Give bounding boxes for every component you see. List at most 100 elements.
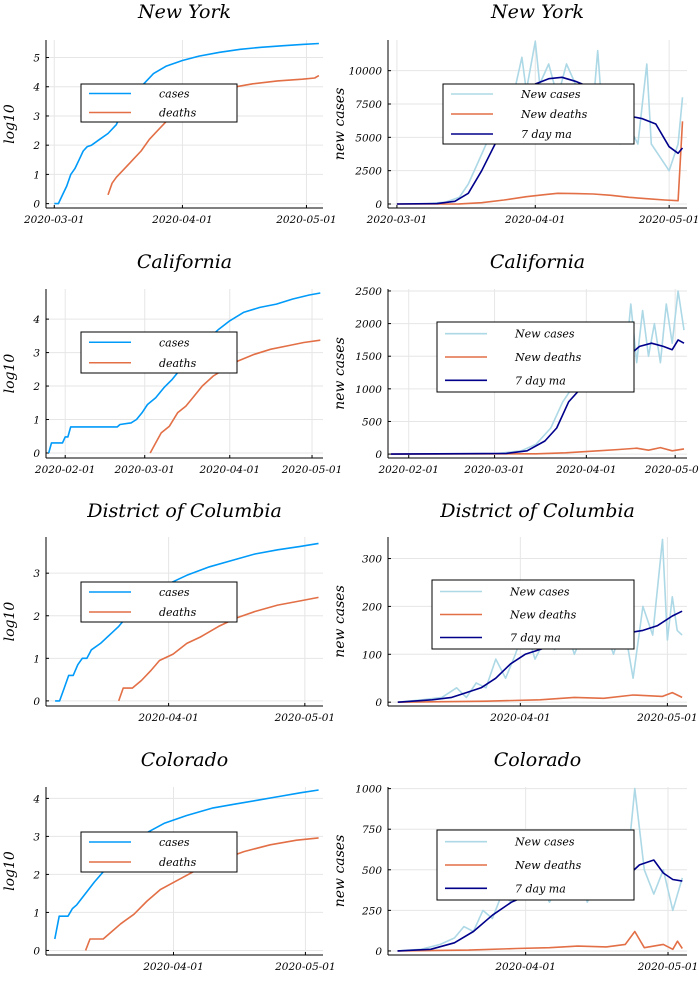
legend-label: 7 day ma xyxy=(515,374,566,387)
y-tick-label: 0 xyxy=(33,945,40,957)
y-tick-label: 250 xyxy=(361,905,382,917)
chart-title: New York xyxy=(137,1,231,23)
legend-label: New cases xyxy=(514,836,575,849)
x-tick-label: 2020-02-01 xyxy=(34,464,96,476)
y-axis-label: new cases xyxy=(332,88,348,161)
x-tick-label: 2020-04-01 xyxy=(555,464,617,476)
x-tick-label: 2020-03-01 xyxy=(366,214,428,226)
chart-panel-3: 2020-02-01 2020-03-01 2020-04-01 2020-05-01… xyxy=(332,251,699,476)
x-tick-label: 2020-04-01 xyxy=(151,214,213,226)
chart-panel-0: 2020-03-01 2020-04-01 2020-05-01 0 1 2 3 4 5 New … xyxy=(2,1,337,226)
legend-label: New cases xyxy=(520,88,581,101)
legend-box xyxy=(80,581,238,623)
series-line-new-deaths xyxy=(397,930,683,952)
y-tick-label: 2000 xyxy=(354,319,382,331)
y-tick-label: 1000 xyxy=(355,784,382,796)
y-tick-label: 3 xyxy=(33,831,40,843)
y-tick-label: 2500 xyxy=(354,166,382,178)
y-tick-label: 2 xyxy=(32,611,40,623)
chart-panel-4: 2020-04-01 2020-05-01 0 1 2 3 District of Colu… xyxy=(2,500,335,724)
chart-title: New York xyxy=(490,1,584,23)
x-tick-label: 2020-03-01 xyxy=(113,464,175,476)
x-tick-label: 2020-04-01 xyxy=(137,712,199,724)
chart-panel-1: 2020-03-01 2020-04-01 2020-05-01 0 2500 5000 7… xyxy=(332,1,699,226)
y-tick-label: 0 xyxy=(375,449,382,461)
legend-label: cases xyxy=(159,336,190,349)
legend-label: cases xyxy=(159,586,190,599)
y-tick-label: 0 xyxy=(375,199,382,211)
y-tick-label: 7500 xyxy=(355,99,382,111)
series-line-deaths xyxy=(117,596,319,702)
y-tick-label: 3 xyxy=(33,568,40,580)
y-axis-label: log10 xyxy=(2,602,18,642)
x-tick-label: 2020-04-01 xyxy=(489,712,551,724)
legend-label: New deaths xyxy=(509,609,577,622)
legend-label: New deaths xyxy=(514,351,582,364)
series-line-cases xyxy=(47,292,321,454)
x-tick-label: 2020-05-01 xyxy=(275,214,337,226)
legend-label: 7 day ma xyxy=(521,128,572,141)
legend-box xyxy=(80,831,238,873)
chart-title: District of Columbia xyxy=(439,500,635,522)
x-tick-label: 2020-04-01 xyxy=(142,961,204,973)
legend-label: New cases xyxy=(514,328,575,341)
legend-label: deaths xyxy=(159,107,197,120)
y-tick-label: 2 xyxy=(32,869,40,881)
legend-label: New deaths xyxy=(514,859,582,872)
y-axis-label: log10 xyxy=(2,354,18,394)
y-tick-label: 0 xyxy=(375,697,382,709)
chart-title: Colorado xyxy=(141,749,229,771)
legend-box xyxy=(80,331,238,374)
legend-label: New deaths xyxy=(520,108,588,121)
series-line-cases xyxy=(54,42,319,205)
legend-label: New cases xyxy=(509,586,570,599)
x-tick-label: 2020-05-01 xyxy=(644,464,699,476)
y-tick-label: 4 xyxy=(32,314,40,326)
legend-label: cases xyxy=(159,88,190,101)
chart-title: Colorado xyxy=(494,749,582,771)
y-tick-label: 500 xyxy=(362,865,382,877)
y-tick-label: 100 xyxy=(362,649,382,661)
chart-panel-2: 2020-02-01 2020-03-01 2020-04-01 2020-05-01… xyxy=(2,251,342,476)
y-tick-label: 10000 xyxy=(349,66,383,78)
x-tick-label: 2020-04-01 xyxy=(494,961,556,973)
y-tick-label: 0 xyxy=(375,946,382,958)
series-line-new-deaths xyxy=(397,691,683,703)
y-tick-label: 0 xyxy=(33,696,40,708)
y-axis-label: new cases xyxy=(332,585,348,658)
y-tick-label: 3 xyxy=(33,348,40,360)
y-tick-label: 2500 xyxy=(354,286,382,298)
y-tick-label: 1000 xyxy=(355,384,382,396)
x-tick-label: 2020-03-01 xyxy=(463,464,525,476)
y-tick-label: 300 xyxy=(362,554,382,566)
legend-label: cases xyxy=(159,836,190,849)
legend-label: deaths xyxy=(159,357,197,370)
y-tick-label: 1 xyxy=(33,653,40,665)
y-tick-label: 2 xyxy=(32,140,40,152)
legend-label: 7 day ma xyxy=(510,632,561,645)
y-axis-label: log10 xyxy=(2,104,18,144)
x-tick-label: 2020-02-01 xyxy=(377,464,439,476)
series-line-deaths xyxy=(149,339,321,454)
y-tick-label: 1 xyxy=(33,415,40,427)
y-tick-label: 1 xyxy=(33,907,40,919)
x-tick-label: 2020-04-01 xyxy=(198,464,260,476)
y-tick-label: 5 xyxy=(33,53,40,65)
y-tick-label: 4 xyxy=(32,82,40,94)
y-tick-label: 0 xyxy=(33,448,40,460)
chart-panel-6: 2020-04-01 2020-05-01 0 1 2 3 4 Colorado log10 ca… xyxy=(2,749,336,973)
y-tick-label: 1500 xyxy=(355,351,382,363)
series-line-new-deaths xyxy=(396,121,684,205)
y-axis-label: new cases xyxy=(332,835,348,908)
x-tick-label: 2020-05-01 xyxy=(636,712,698,724)
series-line-7-day-ma xyxy=(396,76,684,205)
legend-label: deaths xyxy=(159,606,197,619)
x-tick-label: 2020-05-01 xyxy=(274,961,336,973)
series-line-new-cases xyxy=(396,40,684,205)
series-line-deaths xyxy=(84,837,319,951)
x-tick-label: 2020-05-01 xyxy=(274,712,336,724)
y-tick-label: 1 xyxy=(33,169,40,181)
legend-label: deaths xyxy=(159,856,197,869)
y-tick-label: 750 xyxy=(362,824,382,836)
